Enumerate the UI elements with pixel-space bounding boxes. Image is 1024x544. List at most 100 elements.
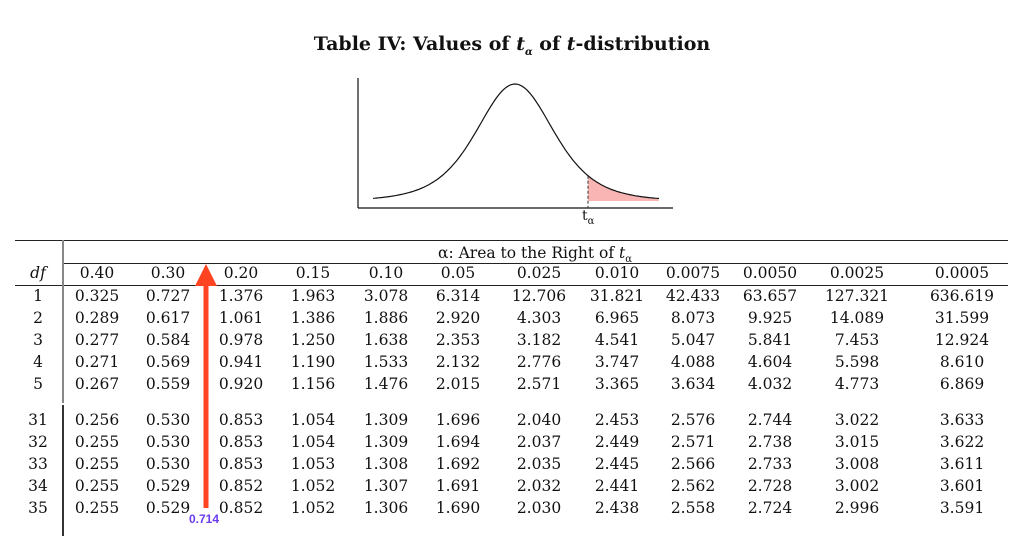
value-cell: 0.852: [218, 499, 264, 517]
value-cell: 5.841: [747, 331, 793, 349]
value-cell: 1.691: [435, 477, 481, 495]
value-cell: 14.089: [829, 309, 885, 327]
column-header: 0.15: [295, 264, 331, 282]
value-cell: 3.022: [834, 411, 880, 429]
value-cell: 3.622: [939, 433, 985, 451]
df-cell: 31: [28, 411, 48, 429]
shaded-tail: [588, 175, 659, 201]
value-cell: 3.601: [939, 477, 985, 495]
value-cell: 12.706: [511, 287, 567, 305]
value-cell: 0.530: [145, 455, 191, 473]
value-cell: 5.047: [670, 331, 716, 349]
value-cell: 0.853: [218, 455, 264, 473]
value-cell: 1.061: [218, 309, 264, 327]
value-cell: 0.920: [218, 375, 264, 393]
value-cell: 1.052: [290, 499, 336, 517]
value-cell: 3.611: [939, 455, 985, 473]
value-cell: 3.002: [834, 477, 880, 495]
df-divider: [62, 405, 64, 536]
value-cell: 2.037: [516, 433, 562, 451]
arrow-head: [195, 264, 217, 286]
value-cell: 2.438: [594, 499, 640, 517]
value-cell: 0.255: [74, 499, 120, 517]
value-cell: 1.306: [363, 499, 409, 517]
value-cell: 5.598: [834, 353, 880, 371]
value-cell: 0.529: [145, 499, 191, 517]
value-cell: 636.619: [929, 287, 995, 305]
value-cell: 4.541: [594, 331, 640, 349]
value-cell: 2.571: [516, 375, 562, 393]
value-cell: 1.309: [363, 411, 409, 429]
df-cell: 35: [28, 499, 48, 517]
value-cell: 2.566: [670, 455, 716, 473]
value-cell: 0.325: [74, 287, 120, 305]
column-header: 0.025: [516, 264, 562, 282]
value-cell: 2.576: [670, 411, 716, 429]
value-cell: 1.694: [435, 433, 481, 451]
value-cell: 0.256: [74, 411, 120, 429]
value-cell: 0.255: [74, 477, 120, 495]
column-header: 0.10: [368, 264, 404, 282]
column-header: 0.0005: [934, 264, 990, 282]
value-cell: 3.634: [670, 375, 716, 393]
value-cell: 7.453: [834, 331, 880, 349]
value-cell: 1.308: [363, 455, 409, 473]
value-cell: 0.255: [74, 455, 120, 473]
value-cell: 127.321: [824, 287, 890, 305]
column-header: 0.0050: [742, 264, 798, 282]
value-cell: 0.530: [145, 411, 191, 429]
df-cell: 2: [33, 309, 43, 327]
t-alpha-label: tα: [582, 208, 595, 227]
value-cell: 2.728: [747, 477, 793, 495]
value-cell: 1.053: [290, 455, 336, 473]
column-header: 0.0025: [829, 264, 885, 282]
value-cell: 1.638: [363, 331, 409, 349]
value-cell: 8.610: [939, 353, 985, 371]
value-cell: 3.015: [834, 433, 880, 451]
value-cell: 1.156: [290, 375, 336, 393]
value-cell: 0.559: [145, 375, 191, 393]
value-cell: 1.309: [363, 433, 409, 451]
value-cell: 2.032: [516, 477, 562, 495]
value-cell: 2.015: [435, 375, 481, 393]
df-header: df: [30, 264, 46, 282]
density-curve: [372, 83, 660, 200]
value-cell: 0.853: [218, 433, 264, 451]
page-title: Table IV: Values of tα of t-distribution: [313, 33, 711, 58]
super-header: α: Area to the Right of tα: [437, 244, 633, 266]
value-cell: 2.445: [594, 455, 640, 473]
value-cell: 1.054: [290, 411, 336, 429]
df-cell: 32: [28, 433, 48, 451]
value-cell: 0.853: [218, 411, 264, 429]
column-header: 0.40: [79, 264, 115, 282]
value-cell: 2.776: [516, 353, 562, 371]
df-divider: [62, 240, 64, 403]
value-cell: 2.035: [516, 455, 562, 473]
value-cell: 2.571: [670, 433, 716, 451]
value-cell: 1.963: [290, 287, 336, 305]
value-cell: 1.690: [435, 499, 481, 517]
value-cell: 4.604: [747, 353, 793, 371]
header-rule: [62, 263, 1008, 264]
value-cell: 2.996: [834, 499, 880, 517]
value-cell: 8.073: [670, 309, 716, 327]
column-header: 0.0075: [665, 264, 721, 282]
value-cell: 2.738: [747, 433, 793, 451]
value-cell: 2.040: [516, 411, 562, 429]
value-cell: 12.924: [934, 331, 990, 349]
value-cell: 4.773: [834, 375, 880, 393]
top-rule: [15, 240, 1008, 241]
value-cell: 2.353: [435, 331, 481, 349]
value-cell: 0.530: [145, 433, 191, 451]
value-cell: 0.255: [74, 433, 120, 451]
column-header: 0.30: [150, 264, 186, 282]
value-cell: 1.307: [363, 477, 409, 495]
value-cell: 0.271: [74, 353, 120, 371]
value-cell: 1.533: [363, 353, 409, 371]
value-cell: 1.054: [290, 433, 336, 451]
value-cell: 1.250: [290, 331, 336, 349]
value-cell: 1.696: [435, 411, 481, 429]
df-cell: 4: [33, 353, 43, 371]
value-cell: 31.821: [589, 287, 645, 305]
